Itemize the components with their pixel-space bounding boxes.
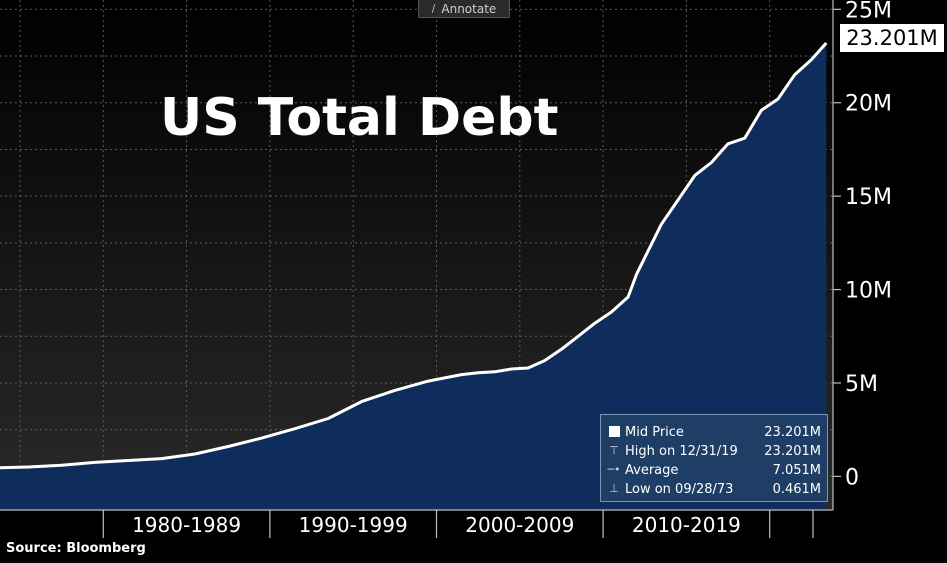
source-note: Source: Bloomberg [6,541,146,556]
chart-title: US Total Debt [160,88,558,148]
y-axis-ticks: 0 5M 10M 15M 20M 25M [833,0,892,490]
annotate-button[interactable]: ∕ Annotate [418,0,510,18]
legend-value: 23.201M [764,424,821,440]
legend-label: Average [625,462,679,478]
annotate-label: Annotate [441,1,497,16]
legend-row-low: ⊥ Low on 09/28/73 0.461M [601,480,827,498]
legend-value: 7.051M [772,462,821,478]
y-tick-label: 20M [845,92,892,117]
legend-label: High on 12/31/19 [625,443,738,459]
high-marker-icon: ⊤ [609,444,619,457]
x-axis-ticks: 1980-1989 1990-1999 2000-2009 2010-2019 [102,510,814,538]
y-tick-label: 5M [845,372,878,397]
legend-value: 0.461M [772,481,821,497]
y-tick-label: 10M [845,279,892,304]
low-marker-icon: ⊥ [609,482,619,495]
x-tick-label: 1990-1999 [299,513,408,537]
x-tick-label: 2000-2009 [465,513,574,537]
average-marker-icon: ─• [607,463,621,476]
y-tick-label: 0 [845,465,859,490]
y-tick-label: 25M [845,0,892,23]
legend-row-mid-price: Mid Price 23.201M [601,423,827,441]
debt-line [0,42,828,470]
debt-area [0,43,827,510]
legend-box: Mid Price 23.201M ⊤ High on 12/31/19 23.… [600,414,828,502]
square-icon [609,426,620,437]
legend-label: Mid Price [625,424,684,440]
legend-row-average: ─• Average 7.051M [601,461,827,479]
y-tick-label: 15M [845,185,892,210]
legend-label: Low on 09/28/73 [625,481,734,497]
legend-row-high: ⊤ High on 12/31/19 23.201M [601,442,827,460]
last-value-tag: 23.201M [840,24,944,52]
legend-value: 23.201M [764,443,821,459]
x-tick-label: 1980-1989 [132,513,241,537]
x-tick-label: 2010-2019 [632,513,741,537]
pencil-icon: ∕ [431,2,436,15]
